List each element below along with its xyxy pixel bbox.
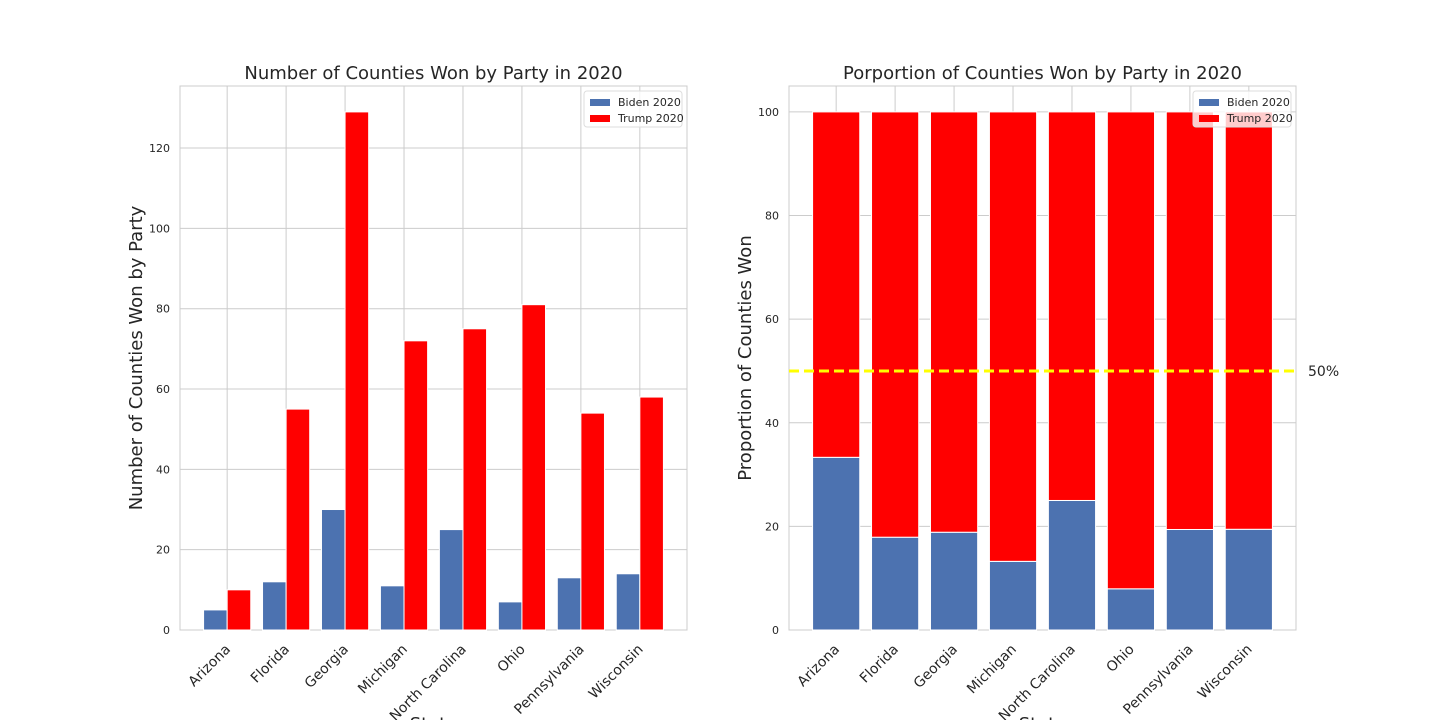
bar [344, 111, 370, 631]
bar [262, 581, 287, 631]
bar-segment [929, 111, 979, 533]
y-tick-label: 80 [156, 303, 170, 316]
bar-segment [1106, 588, 1156, 631]
bar-segment [1224, 528, 1273, 631]
x-tick-label: Florida [857, 642, 902, 687]
x-tick-label: Wisconsin [1195, 642, 1256, 703]
bar [438, 529, 464, 631]
y-tick-label: 80 [765, 210, 779, 223]
reference-label: 50% [1308, 364, 1339, 380]
bar-segment [1165, 528, 1214, 631]
bar [521, 304, 547, 631]
y-tick-label: 0 [772, 624, 779, 637]
y-tick-label: 100 [758, 106, 779, 119]
bar-segment [1106, 111, 1156, 590]
bar [320, 509, 346, 631]
chart-title: Number of Counties Won by Party in 2020 [244, 63, 622, 84]
x-tick-label: Arizona [185, 642, 234, 691]
bar-segment [871, 111, 920, 538]
bar [403, 340, 429, 631]
bar-segment [988, 560, 1038, 631]
legend-swatch [1199, 99, 1219, 106]
y-tick-label: 20 [156, 544, 170, 557]
x-tick-label: Michigan [964, 642, 1020, 698]
y-tick-label: 120 [149, 142, 170, 155]
bar [639, 396, 664, 631]
y-tick-label: 0 [163, 624, 170, 637]
bar-segment [929, 531, 979, 631]
y-axis-label: Proportion of Counties Won [735, 235, 756, 480]
x-tick-label: Arizona [794, 642, 843, 691]
bar [556, 577, 582, 631]
legend: Biden 2020 Trump 2020 [1192, 90, 1293, 128]
plot-area [788, 85, 1297, 631]
y-axis-label: Number of Counties Won by Party [126, 205, 147, 510]
legend-label: Biden 2020 [1227, 96, 1290, 109]
legend: Biden 2020 Trump 2020 [583, 90, 684, 128]
bar [379, 585, 405, 631]
x-axis-label: State [410, 714, 458, 720]
x-axis-label: State [1019, 714, 1067, 720]
bar-segment [812, 111, 861, 458]
x-tick-label: Michigan [355, 642, 411, 698]
legend-label: Trump 2020 [617, 112, 684, 125]
bar [285, 408, 311, 631]
y-tick-label: 20 [765, 520, 779, 533]
x-tick-label: Ohio [495, 642, 529, 676]
bar [226, 589, 252, 631]
bar-segment [1047, 499, 1097, 631]
bar [615, 573, 641, 631]
x-tick-label: Wisconsin [586, 642, 647, 703]
legend-label: Biden 2020 [618, 96, 681, 109]
bar-segment [812, 456, 861, 631]
bar-segment [1165, 111, 1214, 530]
legend-swatch [1199, 115, 1219, 122]
bar [203, 609, 228, 631]
plot-area [179, 85, 688, 631]
x-tick-label: Georgia [302, 642, 352, 692]
x-tick-label: Georgia [911, 642, 961, 692]
bar-segment [1224, 111, 1273, 530]
chart-title: Porportion of Counties Won by Party in 2… [843, 63, 1242, 84]
legend-label: Trump 2020 [1226, 112, 1293, 125]
x-tick-label: Florida [248, 642, 293, 687]
y-tick-label: 100 [149, 222, 170, 235]
bar-segment [1047, 111, 1097, 501]
legend-swatch [590, 115, 610, 122]
y-tick-label: 40 [156, 463, 170, 476]
bar-segment [871, 536, 920, 631]
bar [497, 601, 523, 631]
x-tick-label: Ohio [1104, 642, 1138, 676]
y-tick-label: 60 [156, 383, 170, 396]
bar [462, 328, 488, 631]
bar [580, 412, 605, 631]
legend-swatch [590, 99, 610, 106]
y-tick-label: 60 [765, 313, 779, 326]
y-tick-label: 40 [765, 417, 779, 430]
bar-segment [988, 111, 1038, 562]
